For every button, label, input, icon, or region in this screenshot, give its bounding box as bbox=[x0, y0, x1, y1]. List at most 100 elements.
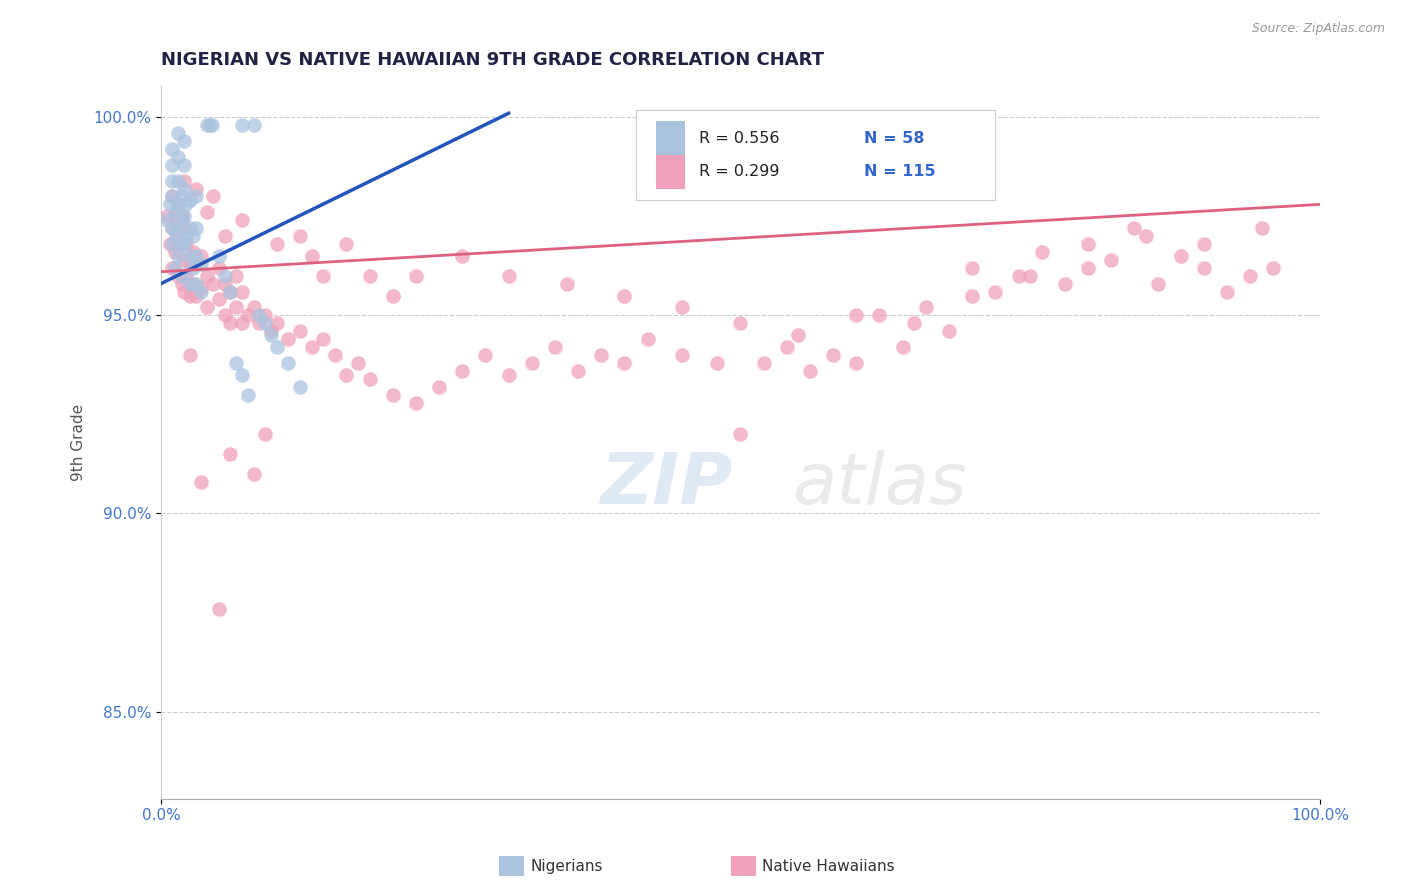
Point bbox=[613, 288, 636, 302]
Point bbox=[591, 348, 613, 362]
Point bbox=[359, 268, 381, 283]
Point bbox=[231, 368, 253, 382]
Point bbox=[170, 237, 193, 252]
Point bbox=[637, 332, 659, 346]
Text: Source: ZipAtlas.com: Source: ZipAtlas.com bbox=[1251, 22, 1385, 36]
Point bbox=[938, 324, 960, 338]
Point bbox=[381, 288, 404, 302]
Point bbox=[162, 260, 184, 275]
Point bbox=[156, 209, 179, 223]
Point bbox=[242, 467, 264, 481]
Point bbox=[236, 387, 259, 401]
Point bbox=[184, 257, 207, 271]
Point bbox=[179, 221, 201, 235]
Point bbox=[277, 332, 299, 346]
Point bbox=[162, 142, 184, 156]
Point bbox=[405, 395, 427, 409]
Point bbox=[173, 181, 195, 195]
Point bbox=[184, 277, 207, 291]
Text: R = 0.556: R = 0.556 bbox=[699, 131, 779, 145]
Point bbox=[845, 309, 868, 323]
Point bbox=[1123, 221, 1146, 235]
Point bbox=[156, 213, 179, 227]
Point bbox=[190, 257, 212, 271]
Point bbox=[254, 427, 277, 442]
Point bbox=[984, 285, 1007, 299]
Point bbox=[266, 340, 288, 354]
Point bbox=[225, 268, 247, 283]
Point bbox=[555, 277, 578, 291]
Point bbox=[823, 348, 845, 362]
Point bbox=[249, 316, 271, 330]
Point bbox=[173, 173, 195, 187]
Point bbox=[242, 118, 264, 132]
Point bbox=[183, 260, 205, 275]
Point bbox=[163, 205, 186, 219]
Point bbox=[301, 249, 323, 263]
Point bbox=[162, 173, 184, 187]
Point bbox=[498, 268, 520, 283]
Point bbox=[903, 316, 925, 330]
Point bbox=[335, 237, 357, 252]
Point bbox=[167, 268, 190, 283]
Point bbox=[179, 257, 201, 271]
Point bbox=[167, 221, 190, 235]
Point bbox=[288, 229, 311, 244]
Point bbox=[1135, 229, 1157, 244]
Point bbox=[236, 309, 259, 323]
Point bbox=[1192, 237, 1215, 252]
Point bbox=[520, 356, 543, 370]
Point bbox=[170, 189, 193, 203]
Point bbox=[167, 197, 190, 211]
Point bbox=[1099, 252, 1122, 267]
Point bbox=[163, 260, 186, 275]
Point bbox=[1077, 237, 1099, 252]
Point bbox=[219, 285, 242, 299]
Point bbox=[190, 249, 212, 263]
Point bbox=[613, 356, 636, 370]
Point bbox=[405, 268, 427, 283]
Point bbox=[170, 277, 193, 291]
Point bbox=[202, 189, 225, 203]
Point bbox=[231, 285, 253, 299]
Point bbox=[176, 197, 198, 211]
Text: atlas: atlas bbox=[793, 450, 967, 519]
Point bbox=[162, 221, 184, 235]
Point bbox=[254, 309, 277, 323]
Point bbox=[167, 126, 190, 140]
Point bbox=[176, 237, 198, 252]
Point bbox=[162, 158, 184, 172]
Point bbox=[170, 237, 193, 252]
Point bbox=[208, 601, 231, 615]
Point bbox=[195, 268, 218, 283]
Bar bbox=[655, 121, 685, 155]
Text: N = 115: N = 115 bbox=[865, 164, 936, 179]
Point bbox=[165, 229, 187, 244]
Point bbox=[162, 237, 184, 252]
Point bbox=[427, 379, 450, 393]
Point bbox=[288, 324, 311, 338]
Point bbox=[567, 364, 589, 378]
Point bbox=[231, 316, 253, 330]
Point bbox=[1053, 277, 1076, 291]
Point bbox=[176, 268, 198, 283]
Point bbox=[163, 244, 186, 259]
Point bbox=[167, 173, 190, 187]
Text: R = 0.299: R = 0.299 bbox=[699, 164, 779, 179]
Point bbox=[891, 340, 914, 354]
Point bbox=[179, 348, 201, 362]
Point bbox=[288, 379, 311, 393]
Point bbox=[249, 309, 271, 323]
Point bbox=[176, 229, 198, 244]
FancyBboxPatch shape bbox=[636, 111, 995, 200]
Point bbox=[277, 356, 299, 370]
Point bbox=[914, 301, 936, 315]
Point bbox=[159, 237, 181, 252]
Point bbox=[225, 301, 247, 315]
Point bbox=[184, 221, 207, 235]
Text: ZIP: ZIP bbox=[602, 450, 734, 519]
Point bbox=[183, 277, 205, 291]
Text: N = 58: N = 58 bbox=[865, 131, 925, 145]
Point bbox=[162, 189, 184, 203]
Point bbox=[225, 356, 247, 370]
